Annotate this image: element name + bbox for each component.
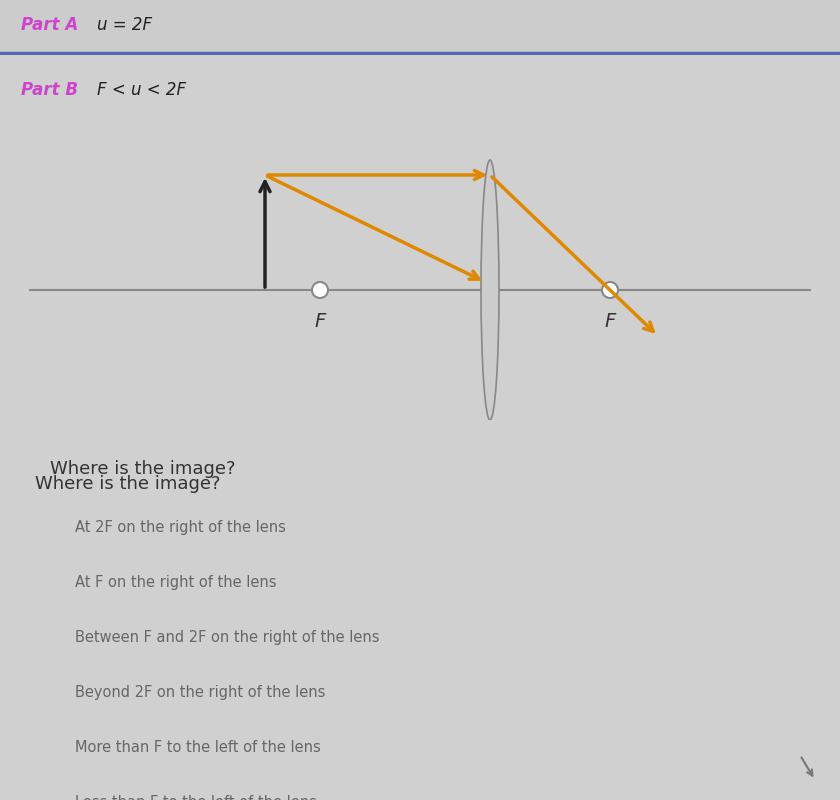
Text: Beyond 2F on the right of the lens: Beyond 2F on the right of the lens bbox=[75, 685, 325, 700]
Circle shape bbox=[312, 282, 328, 298]
Text: Part B: Part B bbox=[21, 81, 78, 99]
Text: Where is the image?: Where is the image? bbox=[50, 460, 235, 478]
Text: F: F bbox=[604, 312, 616, 331]
Ellipse shape bbox=[481, 160, 499, 420]
Text: At F on the right of the lens: At F on the right of the lens bbox=[75, 575, 276, 590]
Text: Where is the image?: Where is the image? bbox=[35, 475, 220, 493]
Text: Part A: Part A bbox=[21, 16, 78, 34]
Text: At 2F on the right of the lens: At 2F on the right of the lens bbox=[75, 520, 286, 535]
Text: Between F and 2F on the right of the lens: Between F and 2F on the right of the len… bbox=[75, 630, 380, 645]
Text: More than F to the left of the lens: More than F to the left of the lens bbox=[75, 740, 321, 755]
Text: u = 2F: u = 2F bbox=[97, 16, 152, 34]
Text: F < u < 2F: F < u < 2F bbox=[97, 81, 186, 99]
Text: F: F bbox=[314, 312, 326, 331]
Circle shape bbox=[602, 282, 618, 298]
Text: Less than F to the left of the lens: Less than F to the left of the lens bbox=[75, 795, 317, 800]
